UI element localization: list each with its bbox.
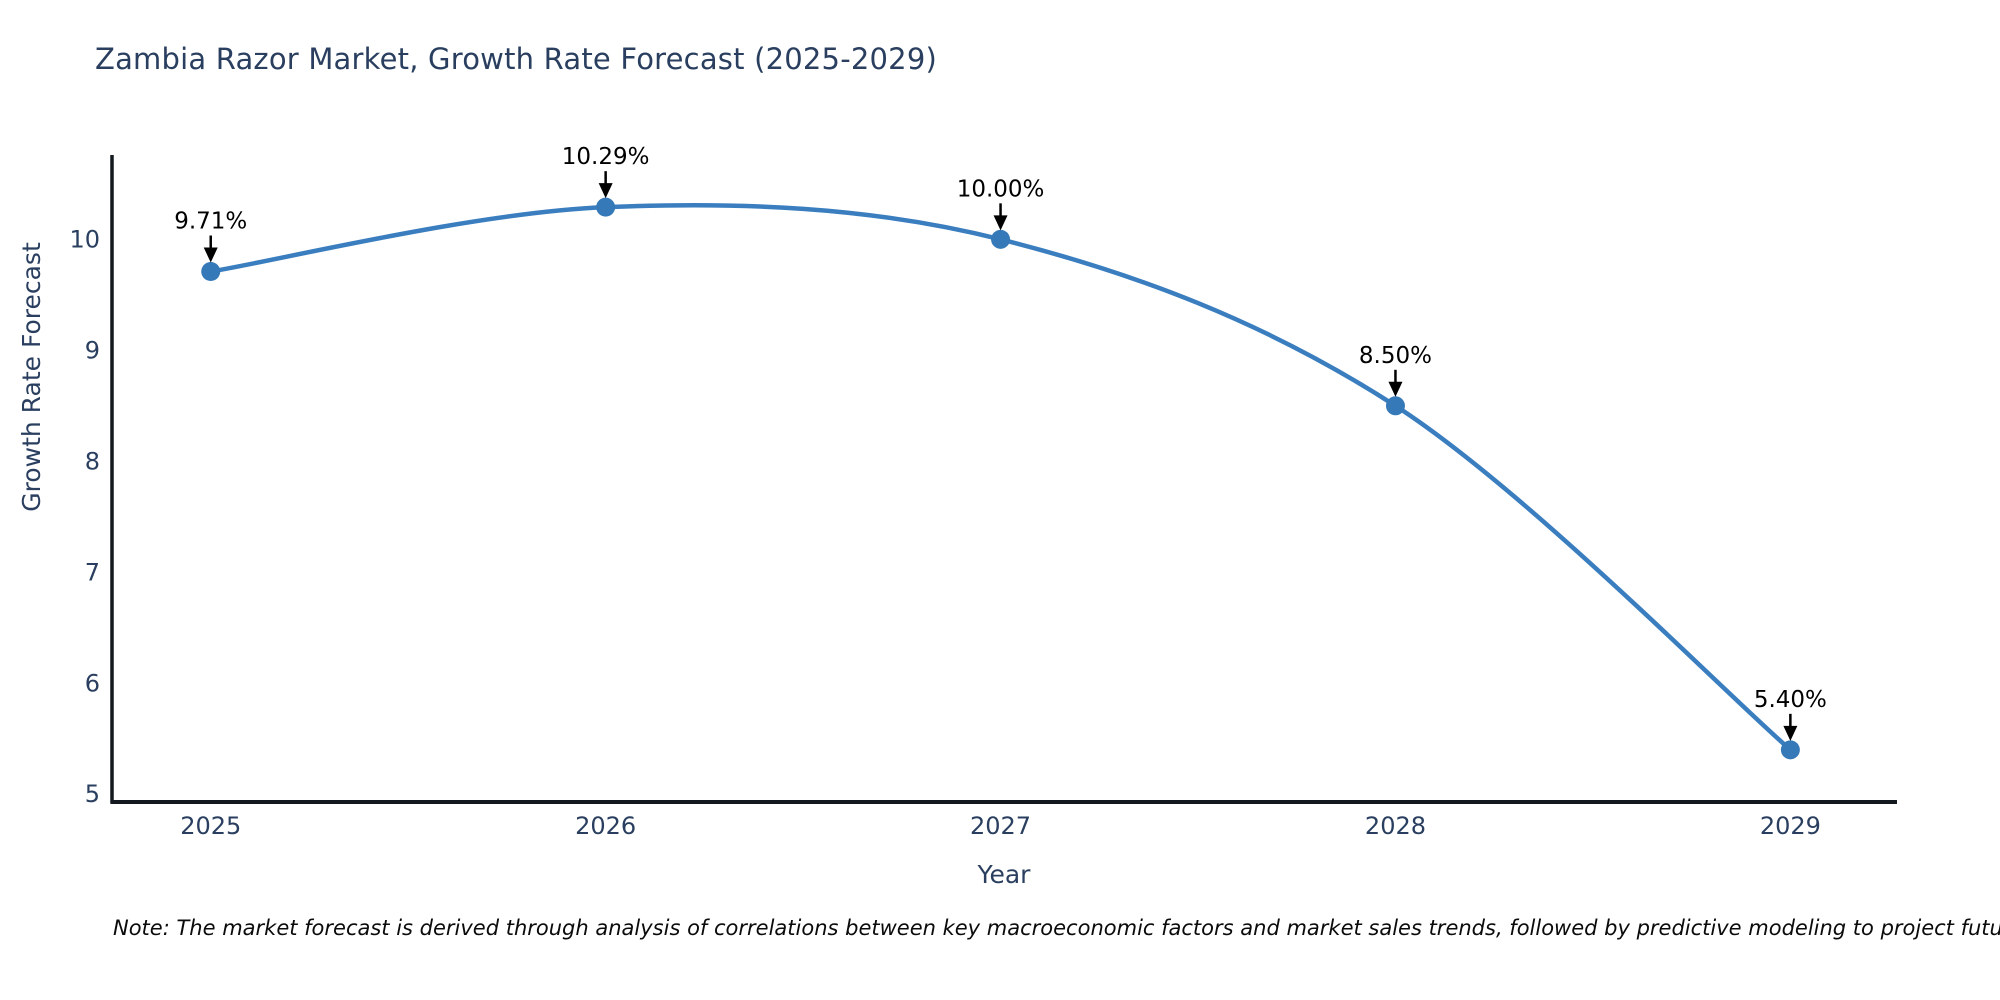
data-point-marker	[1385, 396, 1405, 416]
x-tick-label: 2026	[575, 812, 636, 840]
data-point-label: 9.71%	[174, 209, 247, 235]
y-tick-label: 10	[69, 225, 100, 253]
data-point-label: 10.29%	[562, 144, 650, 170]
data-point-label: 10.00%	[957, 176, 1045, 202]
forecast-line	[208, 203, 1793, 753]
data-point-marker	[596, 197, 616, 217]
annotation-arrowhead	[1783, 725, 1798, 741]
y-tick-label: 5	[85, 780, 100, 808]
data-point-marker	[201, 262, 221, 282]
data-point-label: 5.40%	[1754, 687, 1827, 713]
chart-title: Zambia Razor Market, Growth Rate Forecas…	[95, 42, 937, 76]
x-tick-label: 2025	[180, 812, 241, 840]
x-tick-label: 2029	[1760, 812, 1821, 840]
x-tick-label: 2027	[970, 812, 1031, 840]
y-tick-label: 8	[85, 447, 100, 475]
x-axis-label: Year	[977, 860, 1031, 889]
x-tick-label: 2028	[1365, 812, 1426, 840]
data-point-label: 8.50%	[1359, 343, 1432, 369]
data-point-marker	[991, 229, 1011, 249]
annotation-arrowhead	[203, 247, 218, 263]
footnote: Note: The market forecast is derived thr…	[113, 916, 2000, 940]
y-tick-label: 9	[85, 336, 100, 364]
annotation-arrowhead	[1388, 381, 1403, 397]
annotation-arrowhead	[598, 183, 613, 199]
y-tick-label: 7	[85, 558, 100, 586]
data-point-marker	[1780, 740, 1800, 760]
annotation-arrowhead	[993, 215, 1008, 231]
y-tick-label: 6	[85, 669, 100, 697]
